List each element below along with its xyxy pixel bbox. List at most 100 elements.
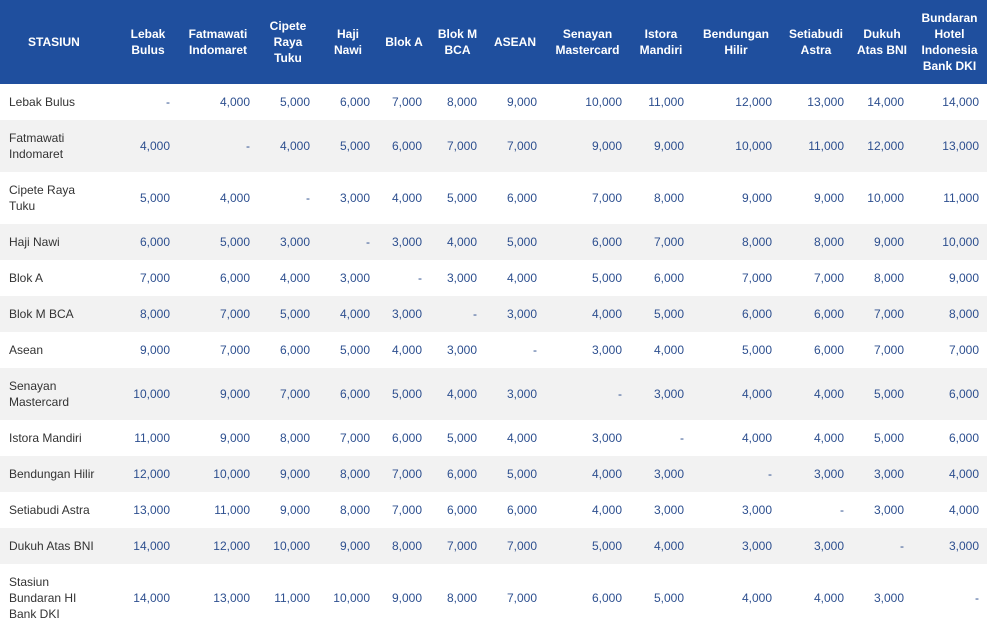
fare-cell: 3,000: [912, 528, 987, 564]
fare-cell: 6,000: [692, 296, 780, 332]
fare-cell: 9,000: [506, 95, 537, 109]
fare-cell: 7,000: [430, 120, 485, 172]
table-row: Lebak Bulus - 4,000 5,000 6,000 7,000 8,000 9,0…: [0, 84, 987, 120]
fare-cell: -: [418, 271, 422, 285]
fare-cell: 6,000: [780, 296, 852, 332]
fare-cell: 9,000: [741, 191, 772, 205]
fare-cell: 6,000: [653, 271, 684, 285]
column-header: Dukuh Atas BNI: [852, 0, 912, 84]
fare-cell: 7,000: [506, 591, 537, 605]
station-name: Fatmawati Indomaret: [0, 120, 118, 172]
fare-cell: 5,000: [873, 431, 904, 445]
fare-cell: 12,000: [735, 95, 772, 109]
fare-cell: 8,000: [118, 296, 178, 332]
column-header: Bundaran Hotel Indonesia Bank DKI: [912, 0, 987, 84]
fare-cell: 6,000: [219, 271, 250, 285]
fare-cell: 7,000: [219, 343, 250, 357]
table-row: Blok M BCA 8,000 7,000 5,000 4,000 3,000-3,00…: [0, 296, 987, 332]
fare-cell: -: [318, 224, 378, 260]
station-name: Stasiun Bundaran HI Bank DKI: [9, 575, 77, 621]
fare-cell: -: [166, 95, 170, 109]
station-name: Dukuh Atas BNI: [0, 528, 118, 564]
fare-cell: 4,000: [118, 120, 178, 172]
column-header: Cipete Raya Tuku: [258, 0, 318, 84]
column-header: Senayan Mastercard: [545, 0, 630, 84]
fare-cell: 8,000: [339, 503, 370, 517]
fare-cell: -: [852, 528, 912, 564]
fare-cell: 3,000: [485, 368, 545, 420]
column-header: Bendungan Hilir: [692, 0, 780, 84]
fare-cell: 5,000: [279, 95, 310, 109]
fare-cell: 5,000: [178, 224, 258, 260]
fare-cell: 3,000: [485, 296, 545, 332]
column-header: Setiabudi Astra: [780, 0, 852, 84]
fare-cell: 6,000: [948, 431, 979, 445]
fare-cell: 4,000: [741, 591, 772, 605]
fare-cell: 4,000: [545, 456, 630, 492]
fare-cell: 9,000: [813, 191, 844, 205]
fare-cell: 3,000: [446, 343, 477, 357]
column-header: STASIUN: [0, 0, 118, 84]
fare-cell: -: [692, 456, 780, 492]
fare-cell: 3,000: [653, 503, 684, 517]
fare-cell: 7,000: [630, 224, 692, 260]
fare-cell: 3,000: [780, 528, 852, 564]
table-row: Istora Mandiri 11,000 9,000 8,000 7,000 6,000…: [0, 420, 987, 456]
fare-cell: 3,000: [591, 431, 622, 445]
fare-cell: 6,000: [506, 191, 537, 205]
fare-cell: 10,000: [178, 456, 258, 492]
fare-cell: 4,000: [741, 431, 772, 445]
fare-cell: 5,000: [630, 296, 692, 332]
fare-cell: 11,000: [943, 191, 979, 205]
station-name: Lebak Bulus: [9, 95, 76, 109]
station-name: Haji Nawi: [0, 224, 118, 260]
fare-cell: 6,000: [118, 224, 178, 260]
fare-cell: 6,000: [506, 503, 537, 517]
fare-cell: 7,000: [139, 271, 170, 285]
fare-cell: 12,000: [118, 456, 178, 492]
fare-cell: 5,000: [339, 343, 370, 357]
table-row: Senayan Mastercard 10,000 9,000 7,000 6,000 5…: [0, 368, 987, 420]
fare-cell: 4,000: [630, 528, 692, 564]
fare-cell: 3,000: [591, 343, 622, 357]
fare-cell: 4,000: [279, 271, 310, 285]
fare-cell: 13,000: [807, 95, 844, 109]
table-row: Bendungan Hilir 12,000 10,000 9,000 8,000 7,0…: [0, 456, 987, 492]
fare-cell: 3,000: [780, 456, 852, 492]
fare-cell: 4,000: [545, 296, 630, 332]
fare-cell: 8,000: [378, 528, 430, 564]
fare-cell: -: [975, 591, 979, 605]
fare-cell: 5,000: [446, 191, 477, 205]
fare-cell: 8,000: [653, 191, 684, 205]
fare-cell: 8,000: [780, 224, 852, 260]
fare-cell: 8,000: [446, 95, 477, 109]
fare-cell: 4,000: [506, 431, 537, 445]
table-row: Asean 9,000 7,000 6,000 5,000 4,000 3,000 - 3,00…: [0, 332, 987, 368]
fare-cell: 10,000: [258, 528, 318, 564]
fare-cell: 7,000: [258, 368, 318, 420]
fare-cell: 6,000: [279, 343, 310, 357]
table-row: Setiabudi Astra 13,000 11,000 9,000 8,000 7,0…: [0, 492, 987, 528]
fare-cell: 3,000: [378, 296, 430, 332]
fare-cell: 7,000: [591, 191, 622, 205]
fare-cell: 3,000: [873, 591, 904, 605]
fare-cell: 12,000: [178, 528, 258, 564]
fare-cell: 11,000: [134, 431, 170, 445]
fare-cell: 14,000: [118, 528, 178, 564]
fare-cell: 5,000: [378, 368, 430, 420]
fare-cell: 5,000: [446, 431, 477, 445]
column-header: Fatmawati Indomaret: [178, 0, 258, 84]
fare-cell: 7,000: [339, 431, 370, 445]
table-row: Haji Nawi 6,000 5,000 3,000-3,000 4,000 5,000…: [0, 224, 987, 260]
fare-cell: 3,000: [339, 271, 370, 285]
fare-cell: 4,000: [391, 343, 422, 357]
fare-cell: 9,000: [391, 591, 422, 605]
fare-cell: 3,000: [258, 224, 318, 260]
fare-cell: 3,000: [630, 456, 692, 492]
station-name: Istora Mandiri: [9, 431, 82, 445]
fare-cell: 3,000: [692, 528, 780, 564]
fare-cell: -: [306, 191, 310, 205]
fare-cell: 7,000: [430, 528, 485, 564]
